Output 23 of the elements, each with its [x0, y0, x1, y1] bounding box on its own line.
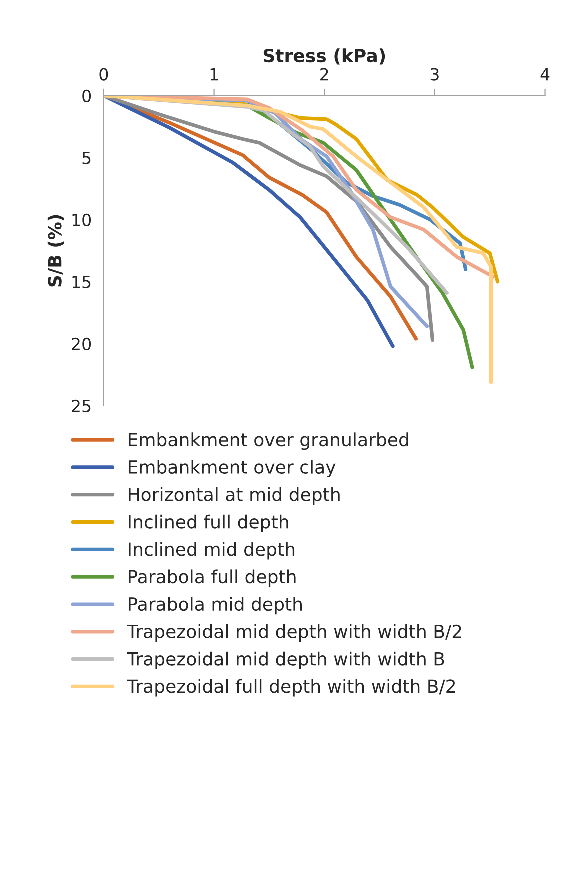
- legend-label: Trapezoidal mid depth with width B: [127, 652, 444, 670]
- x-tick-label: 0: [100, 68, 108, 81]
- x-tick-label: 2: [320, 68, 328, 81]
- x-tick-label: 4: [540, 68, 550, 81]
- legend-label: Embankment over clay: [128, 460, 336, 478]
- y-tick-label: 10: [72, 214, 92, 226]
- legend-label: Inclined full depth: [128, 514, 288, 532]
- legend-label: Horizontal at mid depth: [128, 487, 340, 505]
- y-tick-label: 20: [72, 338, 92, 351]
- legend-label: Inclined mid depth: [128, 542, 295, 560]
- legend-label: Parabola mid depth: [128, 597, 302, 615]
- x-tick-label: 3: [430, 68, 439, 81]
- y-axis-title: S/B (%): [48, 215, 64, 287]
- y-tick-label: 25: [72, 400, 91, 413]
- legend-label: Trapezoidal full depth with width B/2: [127, 679, 456, 697]
- legend-label: Trapezoidal mid depth with width B/2: [127, 624, 462, 642]
- y-tick-label: 15: [72, 276, 91, 288]
- x-axis-title: Stress (kPa): [264, 48, 386, 65]
- y-tick-label: 0: [82, 90, 92, 102]
- legend-label: Parabola full depth: [128, 570, 296, 588]
- x-tick-label: 1: [210, 68, 218, 81]
- legend-label: Embankment over granularbed: [128, 432, 408, 450]
- y-tick-label: 5: [82, 152, 91, 164]
